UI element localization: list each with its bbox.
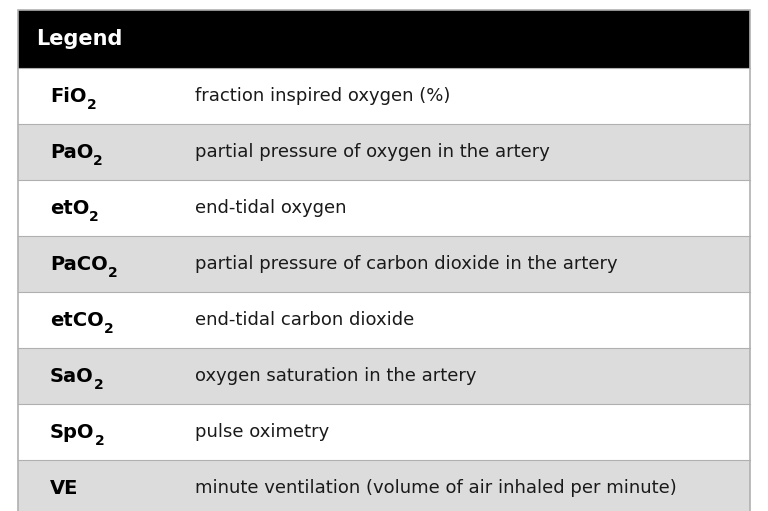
Text: SaO: SaO — [50, 366, 94, 385]
Text: 2: 2 — [89, 210, 99, 223]
Text: SpO: SpO — [50, 423, 94, 442]
Text: PaCO: PaCO — [50, 254, 108, 273]
Text: minute ventilation (volume of air inhaled per minute): minute ventilation (volume of air inhale… — [195, 479, 677, 497]
Bar — [18, 460, 750, 511]
Text: partial pressure of oxygen in the artery: partial pressure of oxygen in the artery — [195, 143, 550, 161]
Bar — [18, 124, 750, 180]
Bar — [18, 404, 750, 460]
Text: etO: etO — [50, 198, 89, 218]
Text: end-tidal carbon dioxide: end-tidal carbon dioxide — [195, 311, 414, 329]
Bar — [18, 10, 750, 68]
Text: end-tidal oxygen: end-tidal oxygen — [195, 199, 346, 217]
Text: FiO: FiO — [50, 86, 87, 105]
Bar — [18, 236, 750, 292]
Text: 2: 2 — [108, 266, 118, 280]
Text: Legend: Legend — [36, 29, 122, 49]
Bar — [18, 68, 750, 124]
Text: PaO: PaO — [50, 143, 94, 161]
Text: 2: 2 — [94, 433, 104, 448]
Text: 2: 2 — [94, 153, 103, 168]
Text: 2: 2 — [87, 98, 96, 111]
Bar — [18, 292, 750, 348]
Text: fraction inspired oxygen (%): fraction inspired oxygen (%) — [195, 87, 450, 105]
Text: VE: VE — [50, 478, 78, 498]
Text: oxygen saturation in the artery: oxygen saturation in the artery — [195, 367, 476, 385]
Text: partial pressure of carbon dioxide in the artery: partial pressure of carbon dioxide in th… — [195, 255, 617, 273]
Text: 2: 2 — [104, 321, 114, 336]
Text: etCO: etCO — [50, 311, 104, 330]
Text: pulse oximetry: pulse oximetry — [195, 423, 329, 441]
Bar — [18, 348, 750, 404]
Text: 2: 2 — [94, 378, 104, 391]
Bar — [18, 180, 750, 236]
